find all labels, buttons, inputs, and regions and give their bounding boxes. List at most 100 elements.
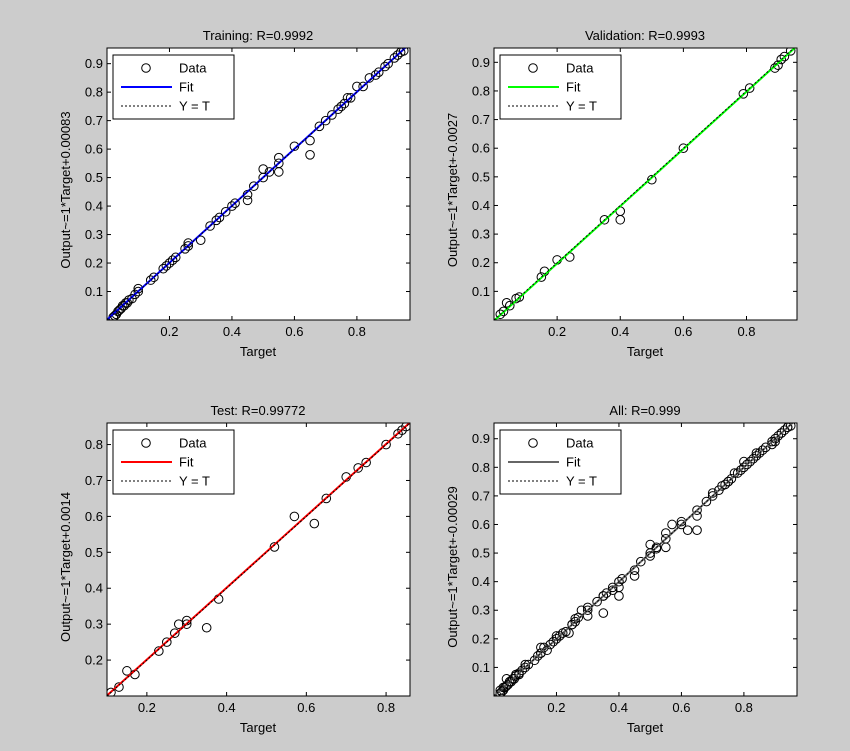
- all-data-point-107: [754, 448, 765, 458]
- all-data-point-34: [636, 556, 646, 567]
- training-data-point-27: [211, 215, 222, 226]
- all-data-point-89: [561, 626, 571, 637]
- training-legend-data-label: Data: [179, 61, 207, 76]
- training-data-point-31: [230, 198, 240, 209]
- training-ytick-label-3: 0.4: [85, 199, 103, 214]
- training-legend-data-marker: [141, 63, 151, 73]
- all-xtick-label-1: 0.4: [610, 700, 628, 715]
- training-data-point-61: [395, 48, 406, 58]
- all-data-point-92: [576, 605, 587, 616]
- all-data-point-82: [773, 431, 784, 441]
- all-data-point-17: [545, 639, 556, 650]
- all-ylabel: Output~=1*Target+-0.00029: [445, 486, 460, 648]
- training-data-point-37: [264, 167, 275, 177]
- all-data-point-87: [536, 642, 546, 653]
- training-ytick-label-4: 0.5: [85, 170, 103, 185]
- test-data-point-18: [361, 457, 371, 468]
- all-data-point-30: [614, 576, 624, 587]
- all-data-point-90: [567, 619, 577, 630]
- test-data-point-15: [321, 493, 332, 504]
- training-data-point-45: [320, 115, 331, 126]
- all-data-point-69: [536, 648, 546, 658]
- test-data-point-10: [201, 622, 212, 633]
- training-ytick-label-5: 0.6: [85, 142, 103, 157]
- all-data-point-31: [617, 574, 627, 584]
- all-ytick-label-1: 0.2: [472, 631, 490, 646]
- validation-data-point-16: [744, 83, 755, 93]
- training-data-point-16: [149, 272, 159, 283]
- training-data-point-51: [345, 93, 356, 103]
- all-data-point-66: [504, 676, 515, 687]
- training-data-point-40: [274, 167, 284, 177]
- test-xtick-label-0: 0.2: [138, 700, 156, 715]
- validation-data-point-13: [647, 174, 657, 185]
- all-data-point-99: [682, 525, 693, 536]
- all-data-point-63: [495, 685, 506, 696]
- test-ytick-label-1: 0.3: [85, 617, 103, 632]
- training-data-point-3: [113, 306, 123, 317]
- all-data-point-83: [776, 428, 787, 438]
- all-data-point-45: [707, 491, 718, 501]
- validation-xtick-label-2: 0.6: [674, 324, 692, 339]
- all-legend-y-t-label: Y = T: [566, 474, 597, 489]
- validation-title: Validation: R=0.9993: [585, 28, 705, 43]
- training-data-point-17: [158, 263, 169, 274]
- all-legend-data-marker: [528, 438, 538, 448]
- test-ylabel: Output~=1*Target+0.0014: [58, 492, 73, 642]
- training-plot-content: [107, 48, 409, 320]
- test-ytick-label-0: 0.2: [85, 653, 103, 668]
- all-ytick-label-6: 0.7: [472, 488, 490, 503]
- all-data-point-68: [514, 668, 524, 678]
- training-data-point-46: [327, 110, 337, 120]
- validation-ytick-label-6: 0.7: [472, 112, 490, 127]
- all-data-point-86: [529, 655, 540, 666]
- validation-ytick-label-8: 0.9: [472, 55, 490, 70]
- all-data-point-79: [742, 459, 752, 470]
- all-data-point-58: [770, 433, 780, 444]
- all-data-point-33: [629, 571, 640, 581]
- training-data-point-47: [333, 104, 343, 115]
- all-xtick-label-2: 0.6: [672, 700, 690, 715]
- test-legend-y-t-label: Y = T: [179, 474, 210, 489]
- all-xlabel: Target: [627, 720, 664, 735]
- all-data-point-95: [598, 608, 609, 618]
- all-title: All: R=0.999: [609, 403, 680, 418]
- training-data-point-25: [195, 235, 206, 246]
- validation-ytick-label-7: 0.8: [472, 83, 490, 98]
- test-legend-data-label: Data: [179, 436, 207, 451]
- test-data-point-12: [269, 542, 280, 552]
- test-legend-data-marker: [141, 438, 151, 448]
- training-data-point-48: [336, 101, 347, 112]
- all-ytick-label-0: 0.1: [472, 660, 490, 675]
- validation-data-point-3: [504, 300, 515, 311]
- all-data-point-28: [601, 588, 612, 598]
- all-data-point-77: [676, 519, 687, 530]
- training-xtick-label-3: 0.8: [348, 324, 366, 339]
- validation-legend-fit-label: Fit: [566, 80, 581, 95]
- all-data-point-51: [732, 468, 743, 478]
- validation-ytick-label-0: 0.1: [472, 284, 490, 299]
- test-xtick-label-3: 0.8: [377, 700, 395, 715]
- all-ytick-label-7: 0.8: [472, 460, 490, 475]
- training-xtick-label-1: 0.4: [223, 324, 241, 339]
- validation-data-point-1: [498, 306, 509, 317]
- validation-ytick-label-1: 0.2: [472, 255, 490, 270]
- all-data-point-104: [739, 462, 749, 473]
- test-data-point-0: [107, 687, 116, 696]
- all-ytick-label-8: 0.9: [472, 431, 490, 446]
- test-data-point-13: [289, 511, 300, 522]
- validation-data-point-6: [536, 272, 547, 282]
- all-data-point-44: [701, 496, 712, 507]
- training-ytick-label-0: 0.1: [85, 284, 103, 299]
- training-ytick-label-6: 0.7: [85, 113, 103, 128]
- training-data-point-62: [398, 48, 409, 56]
- all-ytick-label-5: 0.6: [472, 517, 490, 532]
- all-data-point-55: [757, 445, 768, 455]
- validation-data-point-20: [779, 51, 790, 62]
- all-data-point-84: [782, 423, 793, 433]
- training-data-point-7: [119, 300, 129, 311]
- training-xtick-label-0: 0.2: [160, 324, 178, 339]
- all-data-point-13: [520, 662, 531, 673]
- test-xtick-label-1: 0.4: [218, 700, 236, 715]
